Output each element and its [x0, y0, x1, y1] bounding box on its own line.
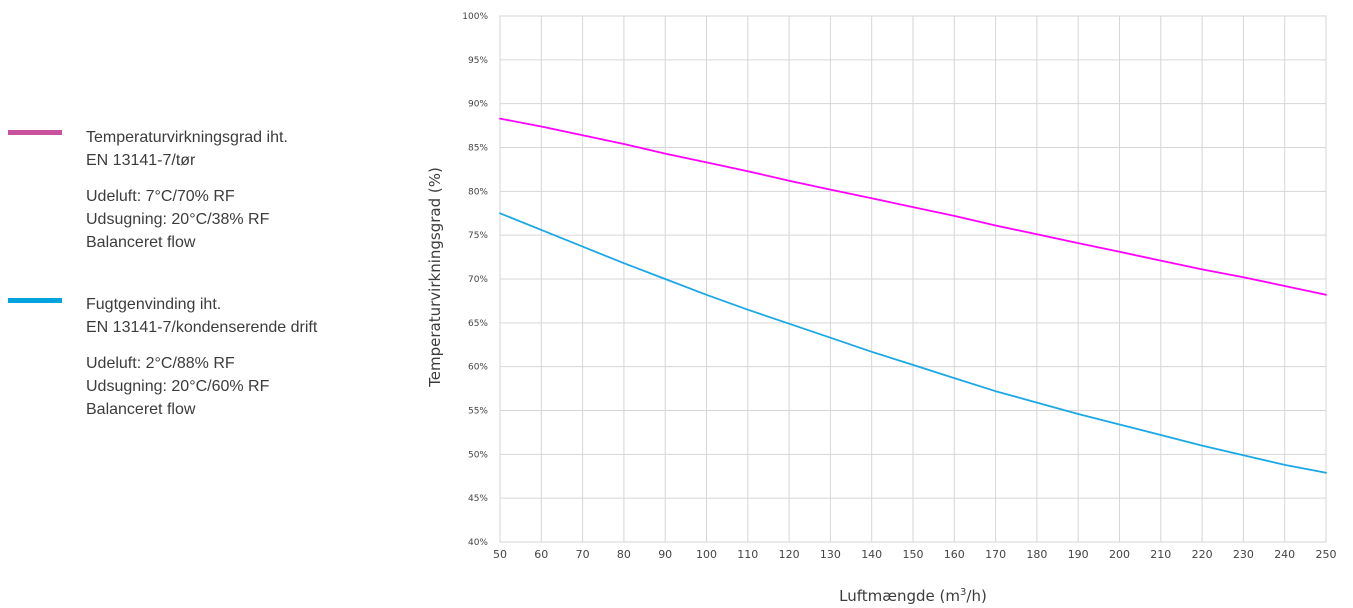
x-tick-label: 150 [903, 548, 924, 561]
y-tick-label: 85% [468, 144, 488, 154]
legend-title-humidity: Fugtgenvinding iht. EN 13141-7/kondenser… [86, 293, 317, 339]
legend-title-line: Fugtgenvinding iht. [86, 296, 222, 313]
legend-notes-temperature: Udeluft: 7°C/70% RF Udsugning: 20°C/38% … [86, 185, 269, 254]
x-tick-label: 140 [861, 548, 882, 561]
x-tick-label: 160 [944, 548, 965, 561]
series-line-1 [499, 117, 1327, 296]
y-tick-label: 60% [468, 363, 488, 373]
y-tick-label: 70% [468, 275, 488, 285]
y-tick-label: 80% [468, 187, 488, 197]
y-tick-label: 45% [468, 494, 488, 504]
legend: Temperaturvirkningsgrad iht. EN 13141-7/… [0, 0, 420, 608]
x-tick-label: 60 [534, 548, 548, 561]
legend-title-line: EN 13141-7/kondenserende drift [86, 319, 318, 336]
y-tick-label: 100% [462, 12, 488, 22]
x-tick-label: 50 [493, 548, 507, 561]
x-tick-label: 250 [1316, 548, 1337, 561]
y-tick-label: 75% [468, 231, 488, 241]
legend-note-line: Balanceret flow [86, 401, 196, 418]
x-tick-label: 110 [737, 548, 758, 561]
legend-notes-humidity: Udeluft: 2°C/88% RF Udsugning: 20°C/60% … [86, 352, 269, 421]
legend-swatch-humidity [8, 298, 62, 303]
x-tick-label: 100 [696, 548, 717, 561]
x-tick-label: 70 [576, 548, 590, 561]
x-tick-label: 220 [1192, 548, 1213, 561]
x-tick-label: 180 [1026, 548, 1047, 561]
legend-note-line: Udsugning: 20°C/38% RF [86, 211, 270, 228]
x-tick-label: 80 [617, 548, 631, 561]
chart-series [499, 117, 1327, 474]
y-tick-label: 95% [468, 56, 488, 66]
y-tick-label: 55% [468, 407, 488, 417]
x-tick-label: 230 [1233, 548, 1254, 561]
y-axis-ticks: 40% 45% 50% 55% 60% 65% 70% 75% 80% 85% 90% 95% 100% [462, 12, 488, 548]
legend-note-line: Udeluft: 2°C/88% RF [86, 355, 235, 372]
legend-note-line: Balanceret flow [86, 234, 196, 251]
x-tick-label: 240 [1274, 548, 1295, 561]
x-tick-label: 210 [1150, 548, 1171, 561]
legend-note-line: Udeluft: 7°C/70% RF [86, 188, 235, 205]
legend-swatch-temperature [8, 130, 62, 135]
y-tick-label: 40% [468, 538, 488, 548]
x-tick-label: 170 [985, 548, 1006, 561]
y-tick-label: 50% [468, 450, 488, 460]
x-tick-label: 90 [658, 548, 672, 561]
x-axis-title: Luftmængde (m3/h) [839, 587, 987, 605]
series-line-2 [499, 212, 1327, 474]
legend-title-line: Temperaturvirkningsgrad iht. [86, 129, 288, 146]
y-axis-title: Temperaturvirkningsgrad (%) [426, 167, 444, 388]
y-tick-label: 90% [468, 100, 488, 110]
x-tick-label: 190 [1068, 548, 1089, 561]
legend-title-temperature: Temperaturvirkningsgrad iht. EN 13141-7/… [86, 126, 288, 172]
x-tick-label: 120 [779, 548, 800, 561]
legend-title-line: EN 13141-7/tør [86, 152, 196, 169]
y-tick-label: 65% [468, 319, 488, 329]
x-axis-ticks: 50 60 70 80 90 100 110 120 130 140 150 160 170 180 190… [493, 548, 1337, 561]
chart-grid [499, 15, 1327, 543]
x-tick-label: 200 [1109, 548, 1130, 561]
legend-note-line: Udsugning: 20°C/60% RF [86, 378, 270, 395]
x-tick-label: 130 [820, 548, 841, 561]
